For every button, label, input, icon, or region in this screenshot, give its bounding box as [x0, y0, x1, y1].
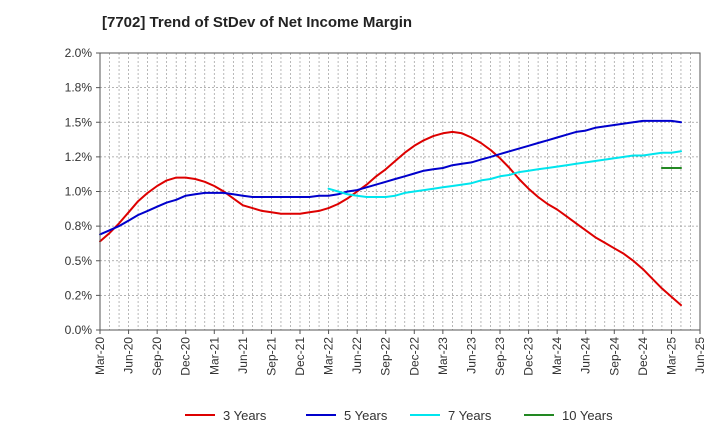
y-tick-label: 1.2%: [65, 150, 93, 164]
x-tick-label: Mar-21: [207, 337, 221, 375]
grid: [100, 53, 700, 330]
x-tick-label: Dec-24: [636, 337, 650, 376]
x-tick-label: Sep-24: [607, 337, 621, 376]
x-tick-label: Dec-22: [407, 337, 421, 376]
series-line-3-years: [99, 130, 682, 307]
legend-item: 7 Years: [410, 408, 492, 423]
legend: 3 Years 5 Years 7 Years 10 Years: [185, 408, 613, 423]
legend-item: 3 Years: [185, 408, 267, 423]
legend-label: 10 Years: [562, 408, 613, 423]
x-tick-label: Sep-22: [379, 337, 393, 376]
x-tick-label: Dec-20: [179, 337, 193, 376]
x-tick-label: Sep-20: [150, 337, 164, 376]
plot-frame: [99, 52, 701, 331]
x-axis: Mar-20 Jun-20 Sep-20 Dec-20 Mar-21 Jun-21 Sep-…: [93, 330, 707, 376]
series-line-5-years: [99, 119, 682, 236]
chart-title: [7702] Trend of StDev of Net Income Marg…: [102, 14, 413, 31]
series-lines: [99, 119, 682, 307]
legend-label: 5 Years: [344, 408, 388, 423]
y-tick-label: 0.5%: [65, 254, 93, 268]
y-tick-label: 0.8%: [65, 219, 93, 233]
x-tick-label: Mar-20: [93, 337, 107, 375]
y-tick-label: 0.2%: [65, 288, 93, 302]
legend-label: 7 Years: [448, 408, 492, 423]
y-tick-label: 2.0%: [65, 46, 93, 60]
x-tick-label: Jun-22: [350, 337, 364, 374]
legend-item: 5 Years: [306, 408, 388, 423]
x-tick-label: Jun-21: [236, 337, 250, 374]
x-tick-label: Mar-24: [550, 337, 564, 375]
y-axis: 0.0% 0.2% 0.5% 0.8% 1.0% 1.2% 1.5% 1.8% 2.0%: [65, 46, 100, 337]
x-tick-label: Jun-25: [693, 337, 707, 374]
series-line-7-years: [327, 150, 682, 198]
legend-label: 3 Years: [223, 408, 267, 423]
y-tick-label: 1.0%: [65, 185, 93, 199]
x-tick-label: Dec-23: [522, 337, 536, 376]
y-tick-label: 1.8%: [65, 81, 93, 95]
x-tick-label: Mar-22: [322, 337, 336, 375]
x-tick-label: Mar-23: [436, 337, 450, 375]
x-tick-label: Sep-21: [264, 337, 278, 376]
x-tick-label: Dec-21: [293, 337, 307, 376]
y-tick-label: 0.0%: [65, 323, 93, 337]
x-tick-label: Sep-23: [493, 337, 507, 376]
legend-item: 10 Years: [524, 408, 613, 423]
x-tick-label: Jun-23: [464, 337, 478, 374]
x-tick-label: Mar-25: [664, 337, 678, 375]
y-tick-label: 1.5%: [65, 115, 93, 129]
x-tick-label: Jun-20: [122, 337, 136, 374]
x-tick-label: Jun-24: [579, 337, 593, 374]
